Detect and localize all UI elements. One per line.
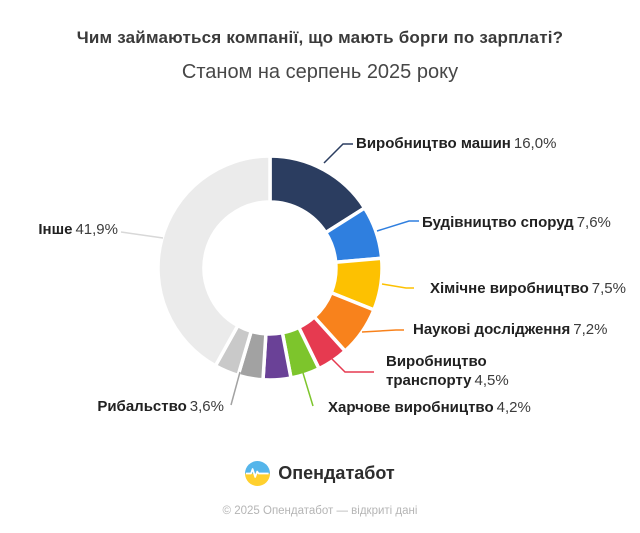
leader-line-3 [361, 329, 404, 333]
segment-percent: 4,2% [496, 399, 531, 416]
pulse-icon [246, 467, 269, 478]
label-kharchove-vyrobnytstvo: Харчове виробництво 4,2% [328, 398, 531, 417]
donut-segment-9[interactable] [156, 154, 272, 368]
copyright-text: © 2025 Опендатабот — відкриті дані [222, 505, 418, 517]
segment-percent: 16,0% [513, 135, 557, 152]
label-khimichne-vyrobnytstvo: Хімічне виробництво 7,5% [430, 279, 626, 298]
leader-line-2 [381, 283, 414, 289]
label-inshe: Інше 41,9% [38, 220, 118, 239]
chart-title: Чим займаються компанії, що мають борги … [76, 28, 564, 47]
segment-percent: 4,5% [474, 372, 509, 389]
segment-name: Рибальство [97, 398, 187, 415]
segment-percent: 7,5% [591, 280, 626, 297]
segment-percent: 3,6% [189, 398, 224, 415]
segment-name: Виробництво машин [356, 135, 511, 152]
segment-name: Наукові дослідження [413, 321, 571, 338]
leader-line-0 [323, 143, 353, 164]
chart-subtitle: Станом на серпень 2025 року [181, 61, 459, 83]
segment-percent: 7,2% [573, 321, 608, 338]
leader-line-7 [230, 371, 241, 406]
segment-percent: 41,9% [75, 221, 118, 238]
label-vyrobnytstvo-mashyn: Виробництво машин 16,0% [356, 134, 556, 153]
logo-half [245, 473, 271, 486]
segment-name: Інше [38, 221, 73, 238]
segment-percent: 7,6% [576, 214, 611, 231]
brand-row: Опендатабот [0, 459, 640, 487]
leader-line-4 [331, 358, 374, 373]
segment-name: Харчове виробництво [328, 399, 494, 416]
segment-name: Будівництво споруд [422, 214, 574, 231]
label-naukovi-doslidzhennia: Наукові дослідження 7,2% [413, 320, 607, 339]
leader-line-5 [302, 372, 314, 407]
leader-line-1 [376, 220, 419, 232]
brand-name: Опендатабот [278, 462, 395, 483]
opendatabot-logo-icon [245, 460, 271, 486]
label-rybalstvo: Рибальство 3,6% [97, 397, 224, 416]
segment-name: Хімічне виробництво [430, 280, 589, 297]
leader-line-9 [120, 231, 164, 239]
label-budivnytstvo-sporud: Будівництво споруд 7,6% [422, 213, 611, 232]
label-vyrobnytstvo-transportu: Виробництво транспорту 4,5% [386, 352, 518, 390]
segment-name: Виробництво транспорту [386, 353, 487, 389]
